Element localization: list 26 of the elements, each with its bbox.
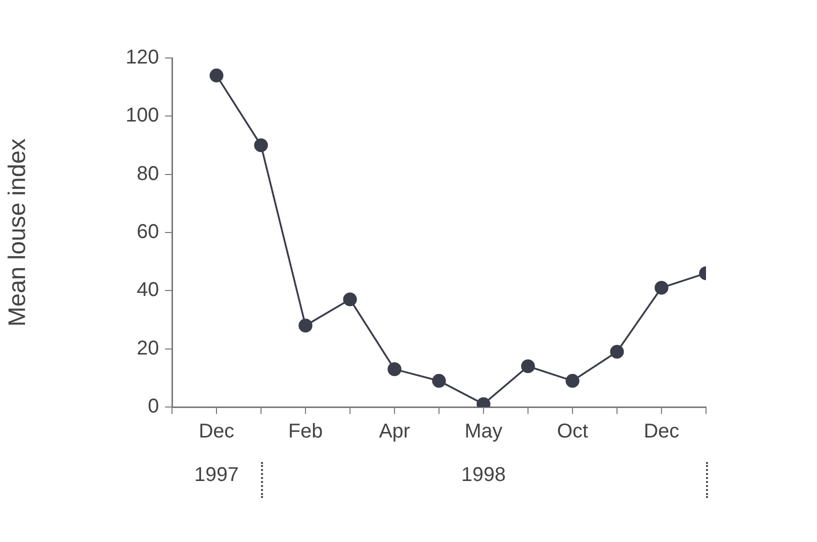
point (254, 138, 268, 152)
point (654, 280, 668, 295)
point (388, 362, 402, 376)
y-tick-label: 120 (126, 46, 159, 69)
text: 1997 (194, 464, 239, 487)
text: 1998 (461, 464, 506, 487)
x-tick-label: Dec (198, 420, 234, 443)
point (298, 318, 312, 332)
point (343, 292, 357, 306)
y-tick-label: 60 (136, 221, 159, 244)
point (210, 68, 224, 82)
y-tick-label: 0 (148, 396, 159, 418)
y-tick-label: 100 (126, 104, 159, 127)
x-tick-label: Apr (378, 420, 410, 443)
y-tick-label: 80 (136, 162, 159, 185)
x-tick-label: Dec (644, 420, 680, 443)
point (610, 344, 624, 359)
y-axis-title: Mean louse index (4, 138, 32, 327)
x-tick-label: Feb (288, 420, 323, 443)
y-tick-label: 20 (136, 337, 159, 360)
point (521, 359, 535, 374)
point (566, 374, 580, 388)
x-tick-label: May (464, 420, 502, 443)
point (432, 374, 446, 388)
y-tick-label: 40 (136, 279, 159, 302)
x-tick-label: Oct (556, 420, 588, 443)
